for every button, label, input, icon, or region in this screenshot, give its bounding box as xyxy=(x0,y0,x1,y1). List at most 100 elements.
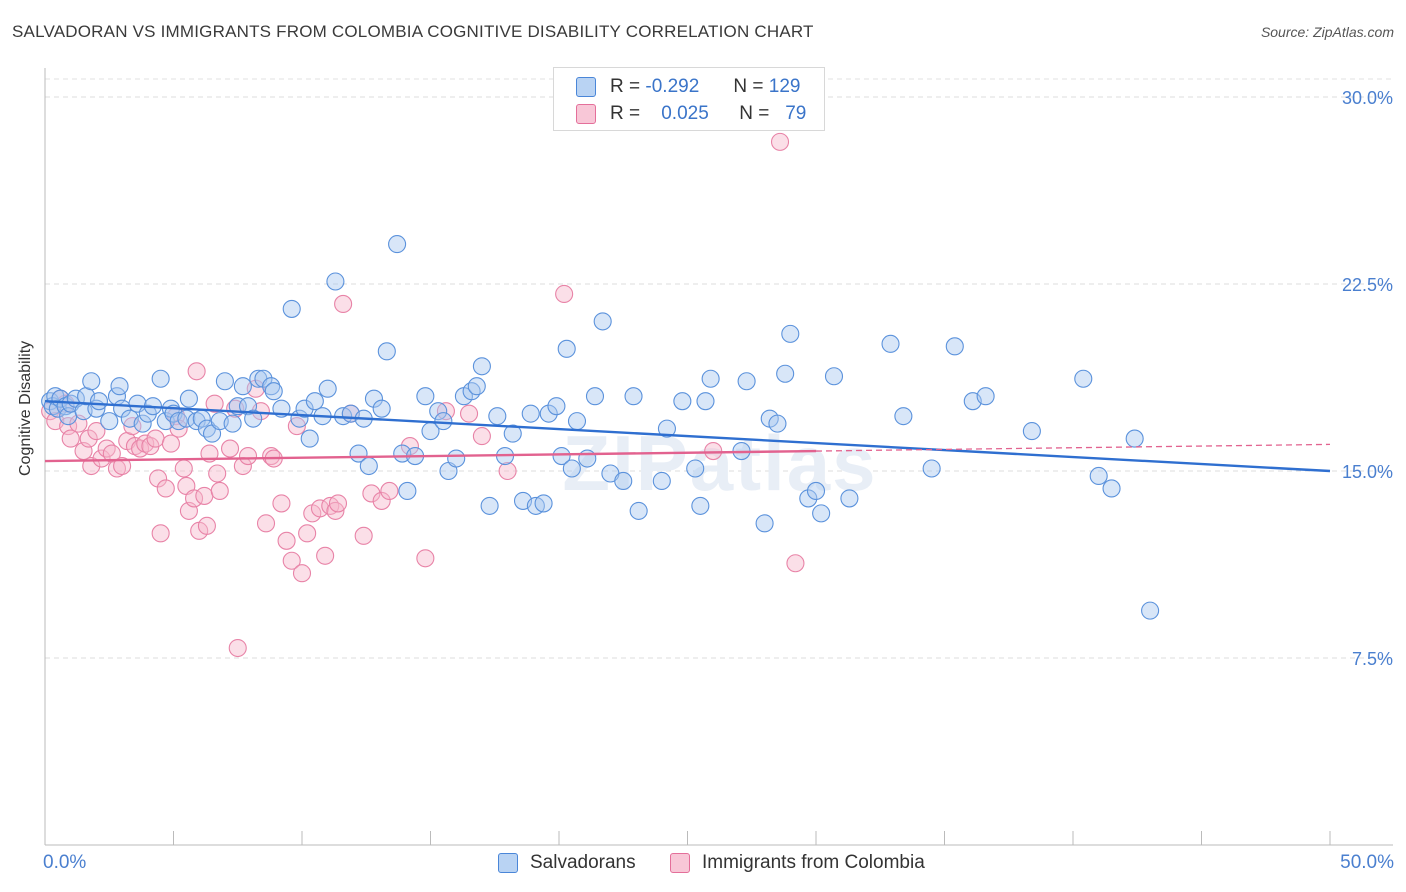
colombia-point xyxy=(92,449,111,468)
legend-swatch-blue xyxy=(576,77,596,97)
salvadoran-point xyxy=(552,446,571,466)
salvadoran-point xyxy=(179,389,198,408)
series-legend: Salvadorans Immigrants from Colombia xyxy=(0,852,1406,878)
colombia-point xyxy=(113,456,132,476)
salvadoran-point xyxy=(567,412,587,431)
salvadoran-point xyxy=(691,496,710,515)
legend-row-colombia: R = 0.025 N = 79 xyxy=(576,102,806,126)
legend-item-colombia: Immigrants from Colombia xyxy=(670,852,925,874)
source-credit: Source: ZipAtlas.com xyxy=(1260,24,1394,40)
legend-item-salvadorans: Salvadorans xyxy=(498,852,636,874)
salvadoran-point xyxy=(922,459,941,478)
legend-item-label: Immigrants from Colombia xyxy=(702,852,925,873)
legend-n-label: N = xyxy=(739,103,770,124)
colombia-point xyxy=(372,491,391,510)
salvadoran-trend-line xyxy=(44,399,1331,473)
salvadoran-point xyxy=(264,382,283,401)
colombia-point xyxy=(380,481,399,500)
correlation-legend: R = -0.292 N = 129 R = 0.025 N = 79 xyxy=(553,67,825,131)
colombia-point xyxy=(87,422,106,441)
colombia-point xyxy=(416,549,435,568)
salvadoran-point xyxy=(295,399,314,418)
salvadoran-point xyxy=(82,372,101,391)
colombia-point xyxy=(146,429,165,448)
y-tick-label: 7.5% xyxy=(1352,649,1393,669)
y-tick-label: 15.0% xyxy=(1342,462,1393,482)
salvadoran-point xyxy=(377,342,396,361)
salvadoran-point xyxy=(318,379,337,398)
salvadoran-point xyxy=(624,387,643,406)
legend-n-label: N = xyxy=(733,76,764,97)
salvadoran-point xyxy=(534,494,553,513)
y-tick-label: 22.5% xyxy=(1342,275,1393,295)
salvadoran-point xyxy=(223,414,242,433)
salvadoran-point xyxy=(593,312,612,331)
salvadoran-point xyxy=(521,404,540,423)
legend-r-label: R = xyxy=(610,103,641,124)
colombia-point xyxy=(79,429,98,448)
salvadoran-point xyxy=(480,496,499,515)
x-tick-label-max: 50.0% xyxy=(1340,852,1394,873)
salvadoran-point xyxy=(110,377,129,396)
colombia-point xyxy=(195,486,214,505)
salvadoran-point xyxy=(187,412,206,431)
salvadoran-point xyxy=(462,382,481,401)
salvadoran-point xyxy=(398,481,417,500)
axes xyxy=(44,68,1393,846)
legend-r-label: R = xyxy=(610,76,641,97)
salvadoran-point xyxy=(585,387,605,406)
colombia-point xyxy=(187,362,206,381)
colombia-point xyxy=(151,524,170,543)
salvadoran-point xyxy=(812,504,831,523)
salvadoran-point xyxy=(100,412,119,431)
salvadoran-point xyxy=(652,471,671,491)
colombia-point xyxy=(174,459,193,478)
salvadoran-point xyxy=(215,372,234,391)
salvadoran-point xyxy=(372,399,391,418)
colombia-point xyxy=(277,531,296,550)
colombia-point xyxy=(704,442,723,461)
salvadoran-point xyxy=(254,369,273,388)
colombia-point xyxy=(256,514,276,533)
salvadoran-point xyxy=(696,392,715,411)
legend-swatch-blue xyxy=(498,853,518,873)
colombia-point xyxy=(220,439,240,458)
chart-title: SALVADORAN VS IMMIGRANTS FROM COLOMBIA C… xyxy=(12,22,814,41)
salvadoran-point xyxy=(472,357,491,376)
salvadoran-point xyxy=(359,456,378,476)
salvadoran-point xyxy=(1074,369,1093,388)
salvadoran-point xyxy=(881,334,900,353)
salvadoran-point xyxy=(1022,422,1041,441)
x-tick-label-min: 0.0% xyxy=(43,852,87,873)
salvadoran-point xyxy=(701,369,720,388)
salvadoran-point xyxy=(673,392,692,411)
legend-n-value: 79 xyxy=(785,103,807,124)
salvadoran-point xyxy=(755,514,774,533)
colombia-point xyxy=(82,456,101,476)
colombia-point xyxy=(326,501,345,520)
colombia-point xyxy=(362,484,381,503)
colombia-point xyxy=(61,429,80,448)
salvadoran-point xyxy=(806,481,826,500)
salvadoran-point xyxy=(467,377,486,396)
salvadoran-point xyxy=(776,364,795,383)
salvadoran-point xyxy=(737,372,756,391)
salvadoran-point xyxy=(578,449,597,468)
salvadoran-point xyxy=(416,387,435,406)
colombia-point xyxy=(161,434,180,453)
salvadoran-point xyxy=(614,471,633,491)
trend-lines xyxy=(44,399,1331,473)
gridlines xyxy=(45,78,1393,659)
colombia-point xyxy=(354,526,373,545)
series-colombia-points xyxy=(41,132,805,658)
salvadoran-point xyxy=(657,419,676,438)
watermark: ZIPatlas xyxy=(562,419,877,507)
colombia-point xyxy=(400,437,419,456)
legend-r-value: 0.025 xyxy=(661,103,709,124)
salvadoran-point xyxy=(1102,479,1121,498)
colombia-trend-line xyxy=(44,449,817,463)
salvadoran-point xyxy=(233,377,252,396)
salvadoran-point xyxy=(840,489,859,508)
colombia-point xyxy=(282,551,301,570)
y-tick-labels: 7.5% 15.0% 22.5% 30.0% xyxy=(1342,88,1393,669)
